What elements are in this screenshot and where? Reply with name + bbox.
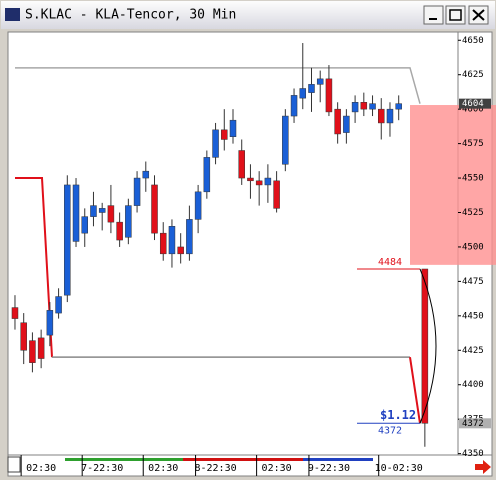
upper-line [15,67,421,104]
range-arc [419,268,437,424]
y-tick-label: 4625 [462,70,484,80]
y-tick-label: 4425 [462,346,484,356]
session-bar [303,458,373,461]
candle-body [177,246,184,255]
window-buttons[interactable] [423,5,489,25]
candle-body [29,340,36,363]
candle-body [386,108,394,124]
candle-body [64,184,71,296]
candle-body [238,150,245,179]
y-tick-label: 4350 [462,449,484,459]
change-label: $1.12 [380,408,416,422]
x-tick-label: 02:30 [26,463,56,474]
candle-body [107,205,115,223]
plot-area [7,31,459,456]
candle-body [90,205,97,217]
candle-body [308,84,315,93]
candle-body [369,103,376,110]
candle-body [255,180,263,186]
maximize-button[interactable] [445,5,466,25]
candle-body [282,115,289,165]
price-tag-label: 4604 [462,99,484,109]
candle-body [290,95,298,117]
x-tick-label: 8-22:30 [194,463,236,474]
title-bar [1,1,495,29]
x-tick-label: 10-02:30 [375,463,423,474]
candle-body [11,307,19,319]
candle-body [151,184,158,234]
candle-body [395,103,402,110]
candle-body [360,102,368,110]
candle-body [203,157,211,193]
x-tick-label: 02:30 [262,463,292,474]
minimize-button[interactable] [423,5,444,25]
candle-body [125,205,132,238]
candle-body [142,170,150,179]
y-tick-label: 4525 [462,208,484,218]
candle-body [81,216,88,234]
y-tick-label: 4475 [462,277,484,287]
candle-body [343,115,350,133]
candle-body [378,108,385,124]
scroll-arrow[interactable] [475,460,491,474]
level-label: 4484 [378,257,402,268]
x-tick-label: 7-22:30 [81,463,123,474]
drop-line [409,357,421,424]
y-tick-label: 4550 [462,174,484,184]
candle-body [334,108,341,135]
candle-body [72,184,80,242]
level-label: 4372 [378,425,402,436]
y-tick-label: 4575 [462,139,484,149]
y-tick-label: 4450 [462,311,484,321]
trail-line [15,177,53,358]
candle-body [116,221,123,241]
candle-body [247,177,254,182]
price-tag [459,418,491,429]
scroll-box[interactable] [7,456,21,473]
candle-body [316,78,324,85]
candle-body [421,268,429,424]
candle-body [159,232,167,255]
target-zone [410,105,496,265]
candle-body [299,88,307,99]
candle-body [98,208,106,213]
y-tick-label: 4500 [462,242,484,252]
app-icon [5,8,20,21]
y-tick-label: 4600 [462,105,484,115]
y-tick-label: 4400 [462,380,484,390]
candle-body [37,337,45,359]
candle-body [212,129,219,158]
candle-body [273,180,280,209]
window-title: S.KLAC - KLA-Tencor, 30 Min [25,8,236,23]
candle-body [186,219,193,255]
candle-body [229,119,237,137]
candle-body [20,322,27,351]
price-tag [459,98,491,109]
y-tick-label: 4650 [462,36,484,46]
candle-body [133,177,141,206]
candle-body [55,296,62,314]
candle-body [264,177,272,186]
session-bar [183,458,303,461]
x-tick-label: 02:30 [148,463,178,474]
candle-body [46,310,54,336]
candle-body [194,191,202,220]
x-tick-label: 9-22:30 [308,463,350,474]
candle-body [325,78,333,113]
candle-body [351,102,359,113]
candle-body [168,226,176,255]
session-bar [65,458,183,461]
price-tag-label: 4372 [462,419,484,429]
candle-body [221,129,228,140]
